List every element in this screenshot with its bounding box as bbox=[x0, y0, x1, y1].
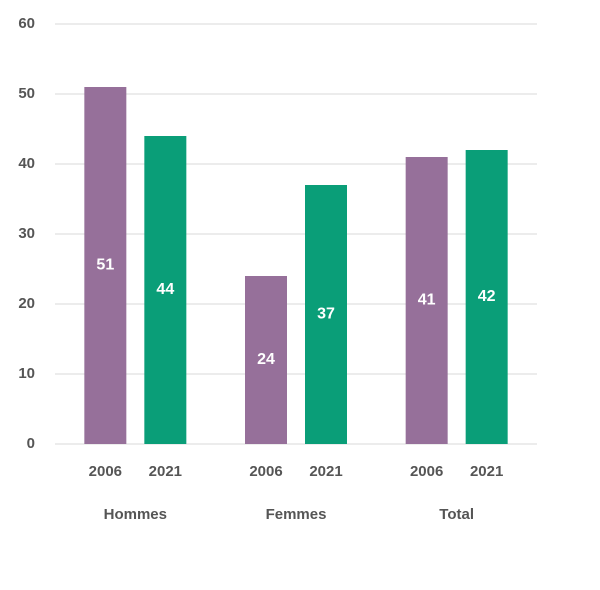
y-tick-label: 50 bbox=[18, 85, 35, 102]
category-label: Hommes bbox=[104, 506, 167, 523]
y-tick-label: 10 bbox=[18, 365, 35, 382]
bar bbox=[305, 185, 347, 444]
series-label: 2021 bbox=[309, 463, 342, 480]
series-label: 2021 bbox=[149, 463, 182, 480]
y-tick-label: 30 bbox=[18, 225, 35, 242]
category-label: Total bbox=[439, 506, 474, 523]
series-label: 2006 bbox=[249, 463, 282, 480]
data-label: 41 bbox=[418, 292, 436, 309]
category-label: Femmes bbox=[266, 506, 327, 523]
y-tick-label: 20 bbox=[18, 295, 35, 312]
data-label: 51 bbox=[96, 257, 114, 274]
data-label: 24 bbox=[257, 351, 275, 368]
y-tick-label: 0 bbox=[27, 435, 35, 452]
data-label: 42 bbox=[478, 288, 496, 305]
y-tick-label: 40 bbox=[18, 155, 35, 172]
bar bbox=[405, 157, 448, 444]
series-label: 2006 bbox=[410, 463, 443, 480]
data-label: 44 bbox=[156, 281, 174, 298]
bar bbox=[84, 87, 127, 444]
data-label: 37 bbox=[317, 306, 335, 323]
y-tick-label: 60 bbox=[18, 15, 35, 32]
series-label: 2006 bbox=[89, 463, 122, 480]
series-label: 2021 bbox=[470, 463, 503, 480]
bar bbox=[465, 150, 508, 444]
bar bbox=[144, 136, 187, 444]
bar bbox=[245, 276, 287, 444]
